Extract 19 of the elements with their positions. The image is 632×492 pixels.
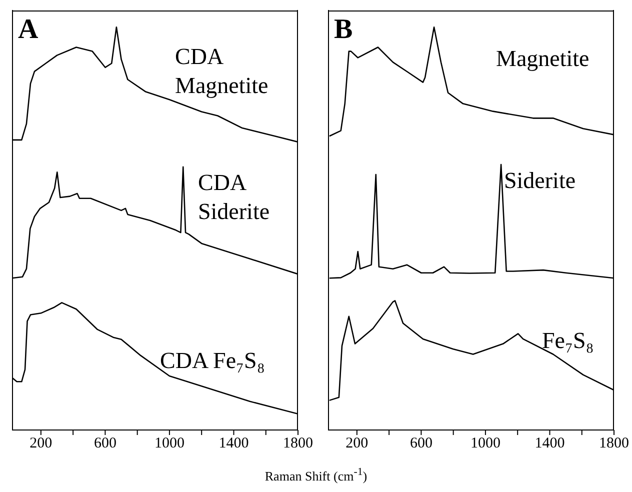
series-label: Magnetite: [496, 45, 590, 73]
x-tick-label: 600: [410, 436, 432, 452]
series-label: CDA Siderite: [198, 169, 271, 226]
series-label: Siderite: [504, 167, 577, 195]
x-tick-label: 1800: [283, 436, 313, 452]
x-tick-label: 1800: [599, 436, 629, 452]
chart-title: B: [334, 14, 353, 46]
x-tick-label: 200: [30, 436, 52, 452]
series-label: CDA Fe₇S₈: [160, 347, 266, 375]
chart-title: A: [18, 14, 38, 46]
x-tick-label: 1000: [154, 436, 184, 452]
x-tick-label: 600: [94, 436, 116, 452]
x-tick-label: 1400: [534, 436, 565, 452]
x-axis-title: Raman Shift (cm$^{-1}$): [264, 466, 368, 484]
series-label: CDA Magnetite: [175, 43, 270, 100]
x-tick-label: 1000: [470, 436, 500, 452]
x-tick-label: 1400: [218, 436, 249, 452]
x-tick-label: 200: [346, 436, 368, 452]
series-label: Fe₇S₈: [542, 327, 595, 355]
